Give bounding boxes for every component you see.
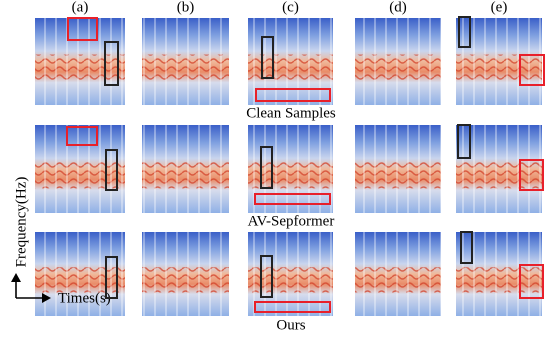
onsets (456, 232, 542, 316)
onsets (456, 18, 542, 105)
black-box (104, 41, 119, 86)
red-box (255, 88, 331, 102)
onsets (248, 125, 333, 213)
column-label: (b) (177, 0, 195, 15)
red-box (254, 193, 331, 205)
row-label: Clean Samples (246, 105, 336, 121)
row-label: AV-Sepformer (248, 213, 335, 229)
black-box (105, 256, 118, 299)
y-arrowhead (11, 273, 21, 282)
onsets (355, 125, 441, 213)
x-axis-label: Times(s) (58, 290, 111, 306)
black-box (260, 255, 273, 298)
onsets (142, 232, 229, 316)
black-box (260, 146, 273, 189)
black-box (458, 16, 471, 48)
row-label: Ours (276, 317, 305, 333)
column-label: (e) (491, 0, 508, 15)
onsets (355, 18, 441, 105)
column-label: (c) (282, 0, 299, 15)
onsets (35, 232, 125, 316)
onsets (248, 18, 333, 105)
black-box (460, 231, 473, 264)
column-label: (d) (389, 0, 407, 15)
red-box (67, 17, 98, 41)
black-box (261, 36, 274, 79)
highlight-boxes (66, 16, 545, 313)
red-box (519, 54, 545, 86)
red-box (254, 301, 331, 313)
red-box (519, 264, 544, 299)
axis-arrows (11, 273, 51, 303)
onsets (35, 18, 125, 105)
y-axis-label: Frequency(Hz) (13, 177, 29, 268)
red-box (66, 126, 98, 146)
onsets (142, 125, 229, 213)
black-box (457, 124, 471, 159)
onsets (456, 125, 542, 213)
column-label: (a) (72, 0, 89, 15)
x-arrowhead (42, 293, 51, 303)
black-box (105, 149, 118, 191)
onsets (35, 125, 125, 213)
onsets (355, 232, 441, 316)
red-box (519, 159, 544, 191)
spectrogram-grid (35, 18, 542, 316)
onsets (142, 18, 229, 105)
